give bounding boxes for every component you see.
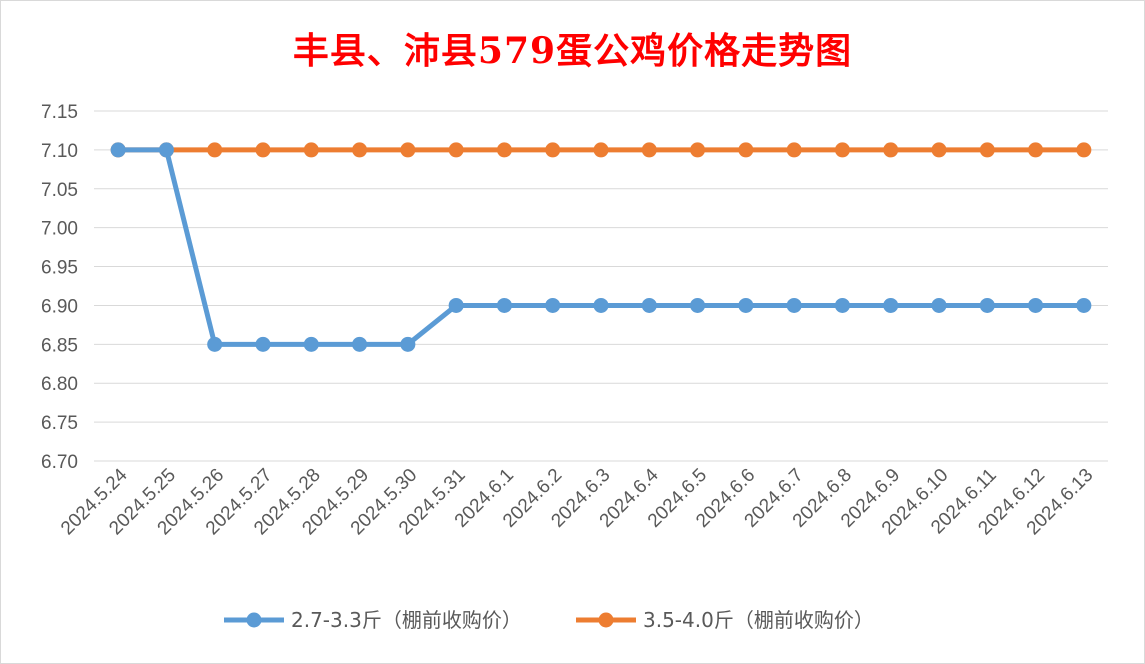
data-point [786,142,802,158]
data-point [593,142,609,158]
data-point [303,336,319,352]
grid-lines [94,110,1108,462]
y-axis-ticks: 6.70 6.75 6.80 6.85 6.90 6.95 7.00 7.05 7.10 7.15 [41,102,78,473]
y-tick-label: 6.95 [41,258,78,279]
series-line-0 [118,147,1084,347]
legend-label: 2.7-3.3斤（棚前收购价） [291,608,522,632]
data-point [1028,142,1044,158]
data-point [545,142,561,158]
y-tick-label: 6.70 [41,452,78,473]
data-point [979,297,995,313]
data-point [448,297,464,313]
data-point [496,142,512,158]
data-point [400,336,416,352]
data-point [641,142,657,158]
x-axis-ticks: 2024.5.242024.5.252024.5.262024.5.272024… [57,464,1097,539]
chart-title: 丰县、沛县579蛋公鸡价格走势图 [292,30,853,72]
data-point [834,297,850,313]
data-point [207,142,223,158]
data-point [1076,297,1092,313]
data-point [738,142,754,158]
data-point [738,297,754,313]
y-tick-label: 7.00 [41,219,78,240]
data-point [448,142,464,158]
y-tick-label: 7.10 [41,141,78,162]
data-point [883,142,899,158]
data-point [593,297,609,313]
y-tick-label: 6.90 [41,296,78,317]
data-point [207,336,223,352]
data-point [883,297,899,313]
legend-swatch-marker [246,612,262,628]
series-layer [110,142,1092,352]
y-tick-label: 6.80 [41,374,78,395]
legend: 2.7-3.3斤（棚前收购价） 3.5-4.0斤（棚前收购价） [224,608,874,632]
y-tick-label: 7.15 [41,102,78,123]
data-point [400,142,416,158]
data-point [1028,297,1044,313]
y-tick-label: 7.05 [41,180,78,201]
data-point [690,297,706,313]
data-point [496,297,512,313]
data-point [690,142,706,158]
data-point [158,142,174,158]
data-point [834,142,850,158]
data-point [931,297,947,313]
legend-swatch-marker [598,612,614,628]
legend-label: 3.5-4.0斤（棚前收购价） [643,608,874,632]
data-point [641,297,657,313]
data-point [931,142,947,158]
data-point [352,336,368,352]
data-point [303,142,319,158]
y-tick-label: 6.75 [41,413,78,434]
data-point [352,142,368,158]
data-point [545,297,561,313]
data-point [255,142,271,158]
data-point [979,142,995,158]
data-point [786,297,802,313]
y-tick-label: 6.85 [41,335,78,356]
data-point [1076,142,1092,158]
data-point [255,336,271,352]
data-point [110,142,126,158]
